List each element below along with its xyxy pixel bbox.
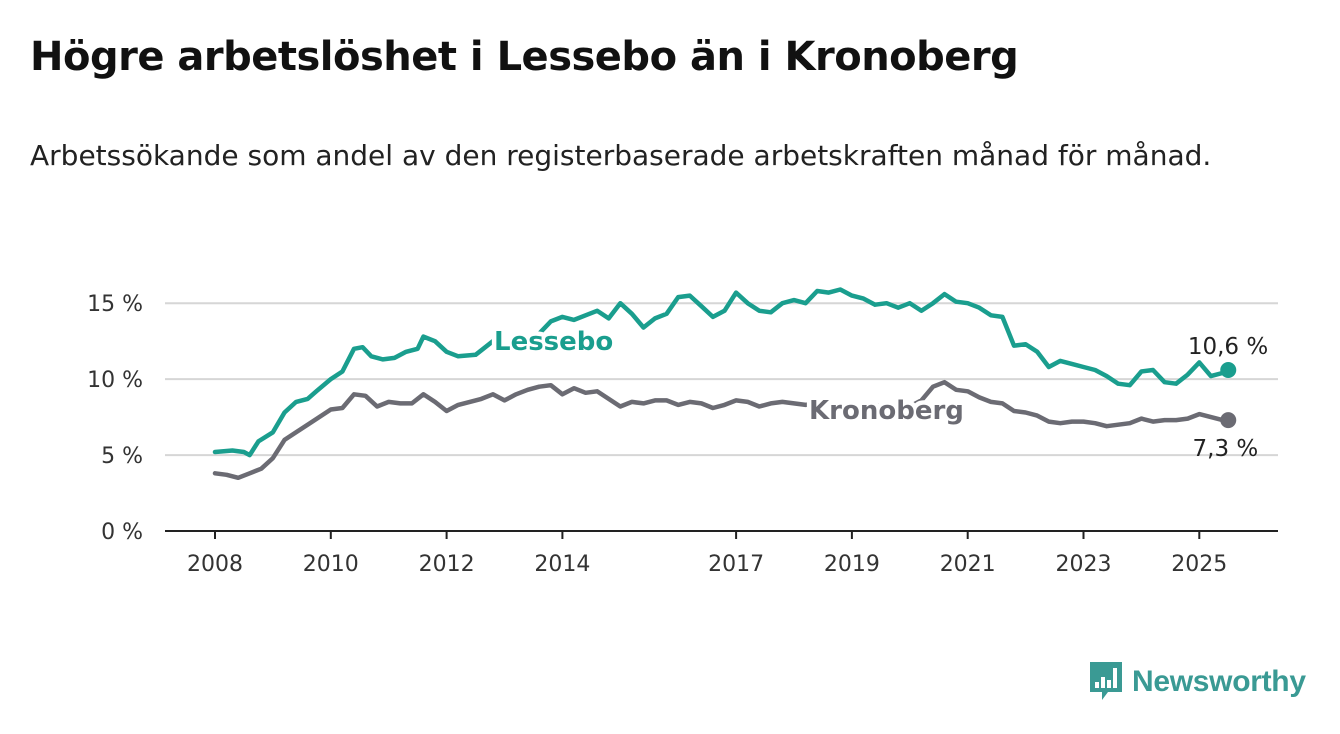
series-label-kronoberg: Kronoberg [809, 396, 964, 426]
x-tick-label: 2010 [303, 552, 359, 577]
newsworthy-logo: Newsworthy [1088, 660, 1306, 704]
brand-name: Newsworthy [1132, 665, 1306, 698]
y-tick-label: 15 % [87, 292, 143, 317]
x-tick-label: 2012 [419, 552, 475, 577]
x-tick-label: 2008 [187, 552, 243, 577]
y-tick-label: 10 % [87, 368, 143, 393]
series-line-kronoberg [212, 379, 1231, 481]
end-point-kronoberg [1220, 412, 1237, 429]
x-tick-label: 2023 [1056, 552, 1112, 577]
x-tick-label: 2017 [708, 552, 764, 577]
series-label-lessebo: Lessebo [494, 327, 613, 357]
x-tick-label: 2014 [534, 552, 590, 577]
x-tick-label: 2021 [940, 552, 996, 577]
end-label-lessebo: 10,6 % [1188, 334, 1268, 360]
chart-subtitle: Arbetssökande som andel av den registerb… [30, 139, 1212, 172]
end-point-lessebo [1220, 362, 1237, 379]
y-tick-label: 5 % [101, 444, 143, 469]
series-line-lessebo [212, 287, 1231, 458]
x-tick-label: 2025 [1171, 552, 1227, 577]
bar-chart-logo-icon [1090, 662, 1122, 700]
y-tick-label: 0 % [101, 520, 143, 545]
end-label-kronoberg: 7,3 % [1193, 436, 1259, 462]
x-tick-label: 2019 [824, 552, 880, 577]
series-label-lessebo-halo: Lessebo [494, 327, 613, 357]
chart-title: Högre arbetslöshet i Lessebo än i Kronob… [30, 34, 1019, 80]
series-label-kronoberg-halo: Kronoberg [809, 396, 964, 426]
